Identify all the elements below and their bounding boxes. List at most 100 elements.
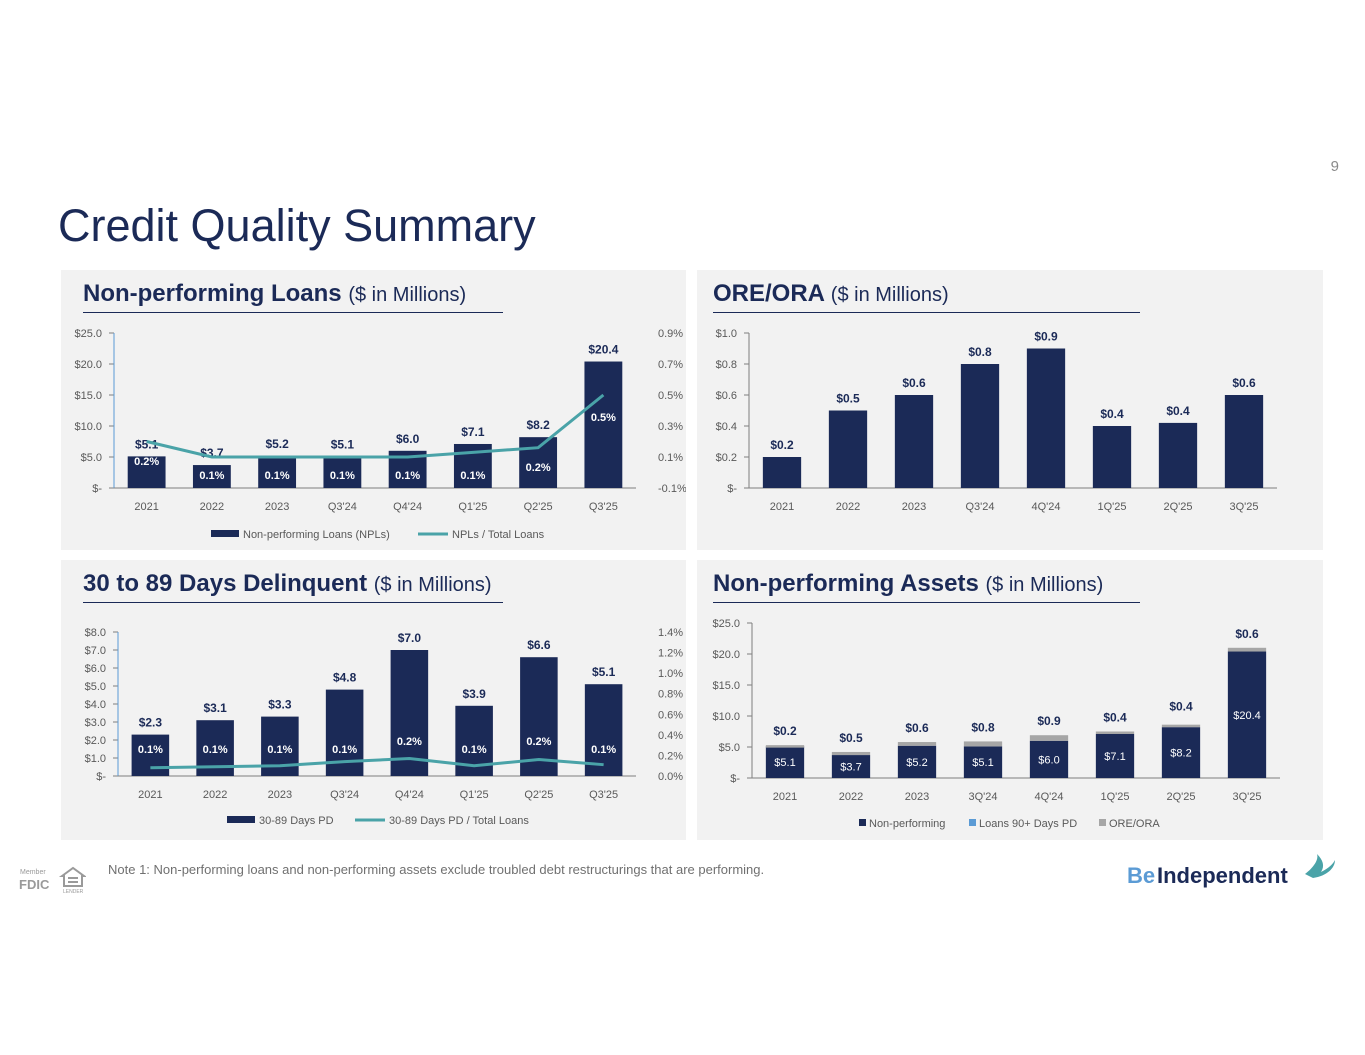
footnote: Note 1: Non-performing loans and non-per… xyxy=(108,862,765,877)
npl-segment-label: $5.2 xyxy=(906,757,927,769)
logo-prefix: Be xyxy=(1127,863,1155,888)
x-tick-label: Q3'24 xyxy=(965,501,994,513)
y-right-tick-label: 0.2% xyxy=(658,750,683,762)
ore-panel: ORE/ORA ($ in Millions) $- $0.2 $0.4 $0.6 $0… xyxy=(697,270,1323,550)
ratio-label: 0.1% xyxy=(199,470,224,482)
stacked-bar-segment xyxy=(963,746,1003,778)
delinq-chart: $- $1.0 $2.0 $3.0 $4.0 $5.0 $6.0 $7.0 $8.0 0.0% 0.… xyxy=(85,627,684,827)
y-right-tick-label: 0.6% xyxy=(658,709,683,721)
ratio-label: 0.1% xyxy=(267,744,292,756)
legend-swatch xyxy=(1099,819,1106,826)
y-left-tick-label: $- xyxy=(96,771,106,783)
ratio-label: 0.2% xyxy=(526,462,551,474)
fdic-equal-housing-logo: Member FDIC LENDER xyxy=(19,866,86,894)
x-tick-label: Q1'25 xyxy=(458,501,487,513)
bar-value-label: $4.8 xyxy=(333,671,357,685)
bar xyxy=(323,456,362,488)
ratio-label: 0.1% xyxy=(265,470,290,482)
bar-value-label: $5.1 xyxy=(135,437,159,451)
y-right-tick-label: 0.1% xyxy=(658,452,683,464)
x-tick-label: 2023 xyxy=(902,501,926,513)
npl-segment-label: $5.1 xyxy=(972,757,993,769)
x-tick-label: 2Q'25 xyxy=(1166,791,1195,803)
equal-housing-bar-bottom xyxy=(68,881,78,883)
y-right-tick-label: 0.8% xyxy=(658,689,683,701)
y-right-tick-label: 0.0% xyxy=(658,771,683,783)
bar-value-label: $20.4 xyxy=(588,343,618,357)
ratio-label: 0.1% xyxy=(203,744,228,756)
y-right-tick-label: -0.1% xyxy=(658,483,686,495)
npl-segment-label: $6.0 xyxy=(1038,754,1059,766)
x-tick-label: 4Q'24 xyxy=(1031,501,1060,513)
x-tick-label: 2021 xyxy=(770,501,794,513)
y-left-tick-label: $0.6 xyxy=(716,390,737,402)
ore-segment-label: $0.6 xyxy=(905,721,929,735)
x-tick-label: 2021 xyxy=(134,501,158,513)
x-tick-label: 2023 xyxy=(268,789,292,801)
y-left-tick-label: $- xyxy=(730,773,740,785)
bar xyxy=(519,437,558,488)
x-tick-label: 2022 xyxy=(836,501,860,513)
y-left-tick-label: $15.0 xyxy=(74,390,102,402)
ratio-label: 0.1% xyxy=(460,470,485,482)
x-tick-label: Q1'25 xyxy=(460,789,489,801)
legend-line-label: NPLs / Total Loans xyxy=(452,529,545,541)
bar-value-label: $0.8 xyxy=(968,345,992,359)
stacked-bar-segment xyxy=(963,741,1003,747)
y-left-tick-label: $10.0 xyxy=(712,711,740,723)
ratio-label: 0.5% xyxy=(591,412,616,424)
x-tick-label: 1Q'25 xyxy=(1097,501,1126,513)
bar-value-label: $3.9 xyxy=(462,687,486,701)
bar xyxy=(894,395,934,488)
x-tick-label: 3Q'24 xyxy=(968,791,997,803)
stacked-bar-segment xyxy=(897,742,937,746)
y-left-tick-label: $20.0 xyxy=(74,359,102,371)
stacked-bar-segment xyxy=(1095,733,1135,778)
delinq-title: 30 to 89 Days Delinquent xyxy=(83,570,368,597)
y-right-tick-label: 1.0% xyxy=(658,668,683,680)
bar-value-label: $0.5 xyxy=(836,392,860,406)
npa-title: Non-performing Assets xyxy=(713,570,979,597)
bar-value-label: $0.6 xyxy=(902,376,926,390)
bar-value-label: $0.2 xyxy=(770,438,794,452)
x-tick-label: 2022 xyxy=(203,789,227,801)
member-mark-text: Member xyxy=(20,869,46,876)
legend-bar-swatch xyxy=(211,530,239,537)
npl-panel-title: Non-performing Loans ($ in Millions) xyxy=(83,280,503,313)
x-tick-label: 2023 xyxy=(905,791,929,803)
bar-value-label: $0.4 xyxy=(1166,404,1190,418)
stacked-bar-segment xyxy=(1227,647,1267,652)
x-tick-label: 2021 xyxy=(773,791,797,803)
y-left-tick-label: $3.0 xyxy=(85,717,106,729)
y-left-tick-label: $5.0 xyxy=(85,681,106,693)
x-tick-label: Q3'25 xyxy=(589,501,618,513)
y-left-tick-label: $2.0 xyxy=(85,735,106,747)
ratio-label: 0.1% xyxy=(591,744,616,756)
ratio-label: 0.1% xyxy=(395,470,420,482)
bar-value-label: $5.2 xyxy=(265,437,289,451)
bar xyxy=(192,465,231,488)
equal-housing-bar-top xyxy=(68,877,78,879)
stacked-bar-segment xyxy=(897,745,937,778)
bar-value-label: $5.1 xyxy=(331,437,355,451)
ratio-label: 0.1% xyxy=(462,744,487,756)
bar-value-label: $6.6 xyxy=(527,638,551,652)
ore-segment-label: $0.6 xyxy=(1235,627,1259,641)
stacked-bar-segment xyxy=(831,751,871,756)
x-tick-label: 1Q'25 xyxy=(1100,791,1129,803)
ratio-label: 0.1% xyxy=(138,744,163,756)
stacked-bar-segment xyxy=(1161,724,1201,728)
bar-value-label: $3.3 xyxy=(268,698,292,712)
bar-value-label: $0.4 xyxy=(1100,407,1124,421)
npa-chart: $- $5.0 $10.0 $15.0 $20.0 $25.0 2021 2022 2023 3Q… xyxy=(712,618,1280,830)
bar xyxy=(390,650,429,776)
y-left-tick-label: $8.0 xyxy=(85,627,106,639)
y-right-tick-label: 0.9% xyxy=(658,328,683,340)
stacked-bar-segment xyxy=(1227,651,1267,778)
legend-swatch xyxy=(969,819,976,826)
x-tick-label: 2021 xyxy=(138,789,162,801)
stacked-bar-segment xyxy=(765,745,805,748)
y-left-tick-label: $10.0 xyxy=(74,421,102,433)
bar xyxy=(1026,348,1066,488)
ore-segment-label: $0.8 xyxy=(971,720,995,734)
